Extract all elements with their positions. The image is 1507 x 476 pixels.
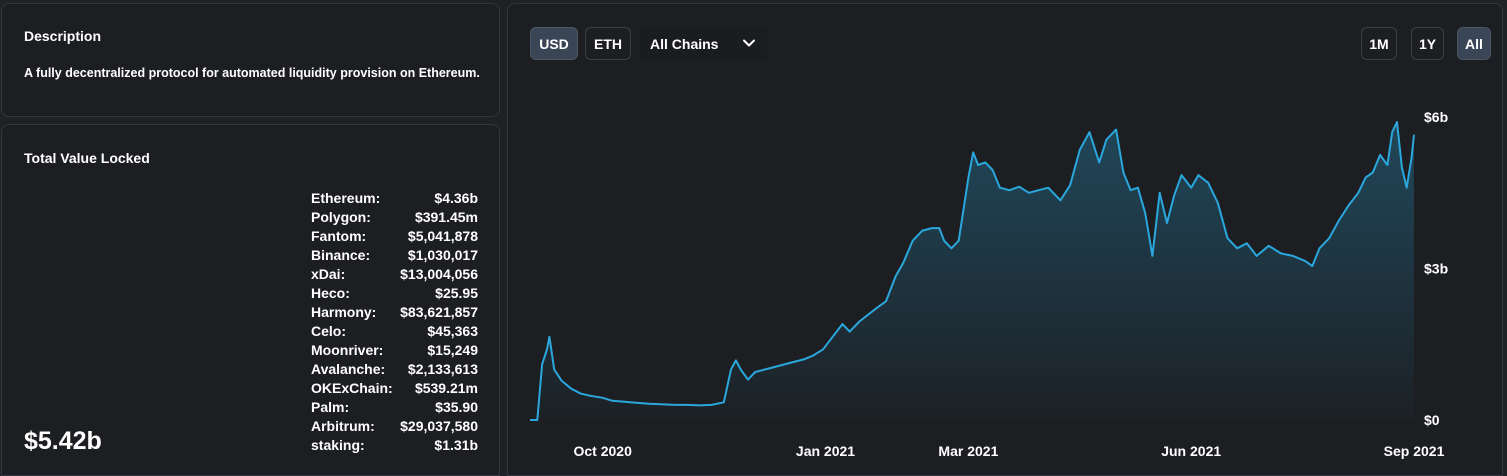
x-axis: Oct 2020 Jan 2021 Mar 2021 Jun 2021 Sep 2021 [574, 443, 1445, 459]
chain-value: $5,041,878 [407, 228, 478, 244]
chain-row: OKExChain: $539.21m [311, 379, 478, 398]
x-tick-label: Jun 2021 [1161, 443, 1221, 459]
chain-value: $15,249 [427, 342, 478, 358]
range-1m-button[interactable]: 1M [1361, 27, 1397, 60]
chain-value: $1,030,017 [407, 247, 478, 263]
chain-value: $29,037,580 [400, 418, 478, 434]
chevron-down-icon [743, 39, 755, 47]
y-tick-label: $6b [1424, 109, 1448, 125]
chain-value: $539.21m [414, 380, 478, 396]
x-tick-label: Mar 2021 [938, 443, 998, 459]
chain-value: $391.45m [414, 209, 478, 225]
chain-row: Palm: $35.90 [311, 398, 478, 417]
chain-value: $4.36b [434, 190, 478, 206]
chain-name: staking: [311, 437, 365, 453]
chain-name: Avalanche: [311, 361, 386, 377]
eth-currency-button[interactable]: ETH [585, 27, 631, 60]
x-tick-label: Sep 2021 [1384, 443, 1445, 459]
chain-value: $13,004,056 [400, 266, 478, 282]
description-text: A fully decentralized protocol for autom… [24, 66, 480, 80]
y-tick-label: $3b [1424, 261, 1448, 277]
chain-name: Celo: [311, 323, 346, 339]
chain-select-dropdown[interactable]: All Chains [639, 27, 767, 60]
chain-row: Heco: $25.95 [311, 284, 478, 303]
tvl-area-chart[interactable]: Oct 2020 Jan 2021 Mar 2021 Jun 2021 Sep 2021… [508, 4, 1502, 475]
chain-row: staking: $1.31b [311, 436, 478, 455]
chain-row: Binance: $1,030,017 [311, 246, 478, 265]
chain-row: Fantom: $5,041,878 [311, 227, 478, 246]
chain-row: Avalanche: $2,133,613 [311, 360, 478, 379]
chain-select-label: All Chains [650, 35, 719, 52]
chain-name: Polygon: [311, 209, 371, 225]
chain-value: $35.90 [435, 399, 478, 415]
range-1y-button[interactable]: 1Y [1411, 27, 1444, 60]
chain-breakdown-list: Ethereum: $4.36b Polygon: $391.45m Fantom: $5… [311, 189, 478, 455]
chain-row: xDai: $13,004,056 [311, 265, 478, 284]
chain-name: Binance: [311, 247, 371, 263]
y-tick-label: $0 [1424, 412, 1440, 428]
tvl-total-value: $5.42b [24, 427, 102, 455]
y-axis: $0 $3b $6b [1424, 109, 1448, 428]
tvl-panel: Total Value Locked Ethereum: $4.36b Polygo… [1, 124, 500, 476]
chain-value: $45,363 [427, 323, 478, 339]
chain-row: Ethereum: $4.36b [311, 189, 478, 208]
tvl-area-fill [530, 122, 1414, 420]
chain-name: OKExChain: [311, 380, 393, 396]
chain-value: $1.31b [434, 437, 478, 453]
chain-name: Heco: [311, 285, 350, 301]
chain-name: Palm: [311, 399, 350, 415]
chart-area-group [530, 121, 1415, 421]
chart-panel: USD ETH All Chains 1M 1Y All Oct 2020 Jan… [507, 3, 1503, 476]
chain-row: Harmony: $83,621,857 [311, 303, 478, 322]
chain-name: Arbitrum: [311, 418, 375, 434]
chain-row: Moonriver: $15,249 [311, 341, 478, 360]
range-all-button[interactable]: All [1457, 27, 1491, 60]
chain-value: $25.95 [435, 285, 478, 301]
chain-name: Ethereum: [311, 190, 381, 206]
chain-value: $83,621,857 [400, 304, 478, 320]
tvl-series-line [530, 121, 1415, 421]
x-tick-label: Jan 2021 [796, 443, 855, 459]
chain-name: Moonriver: [311, 342, 384, 358]
chain-name: xDai: [311, 266, 346, 282]
chain-row: Arbitrum: $29,037,580 [311, 417, 478, 436]
chain-row: Celo: $45,363 [311, 322, 478, 341]
chain-row: Polygon: $391.45m [311, 208, 478, 227]
x-tick-label: Oct 2020 [574, 443, 633, 459]
chain-name: Harmony: [311, 304, 377, 320]
description-panel: Description A fully decentralized protoc… [1, 3, 500, 117]
tvl-title: Total Value Locked [24, 150, 150, 166]
chain-value: $2,133,613 [407, 361, 478, 377]
description-title: Description [24, 28, 102, 44]
chain-name: Fantom: [311, 228, 367, 244]
usd-currency-button[interactable]: USD [530, 27, 578, 60]
